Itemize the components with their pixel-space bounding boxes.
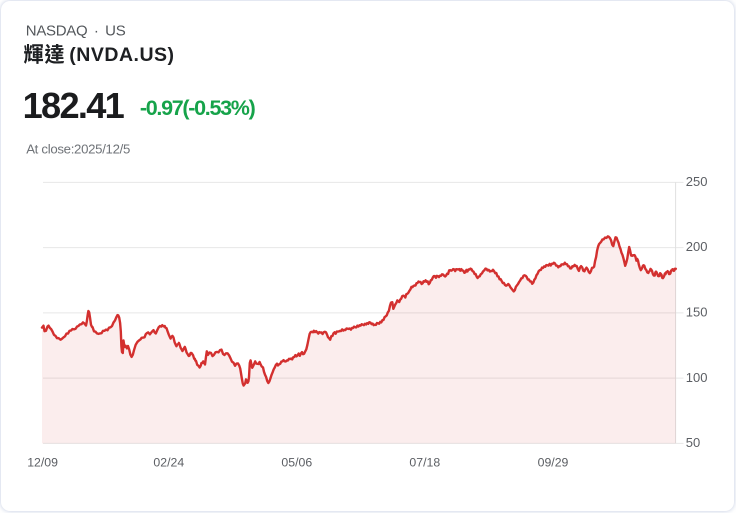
- svg-text:200: 200: [686, 239, 708, 254]
- svg-text:(NVDA.US): (NVDA.US): [69, 44, 174, 66]
- svg-text:100: 100: [686, 370, 708, 385]
- svg-text:NASDAQ · US: NASDAQ · US: [26, 23, 126, 40]
- svg-text:150: 150: [686, 305, 708, 320]
- svg-text:50: 50: [686, 435, 700, 450]
- svg-text:09/29: 09/29: [538, 456, 569, 470]
- svg-text:05/06: 05/06: [281, 456, 312, 470]
- svg-text:-0.97(-0.53%): -0.97(-0.53%): [140, 96, 256, 120]
- svg-text:07/18: 07/18: [409, 456, 440, 470]
- svg-text:250: 250: [686, 174, 708, 189]
- svg-text:182.41: 182.41: [23, 85, 125, 126]
- svg-text:02/24: 02/24: [153, 456, 184, 470]
- svg-text:At close:2025/12/5: At close:2025/12/5: [26, 141, 130, 156]
- svg-text:12/09: 12/09: [27, 456, 58, 470]
